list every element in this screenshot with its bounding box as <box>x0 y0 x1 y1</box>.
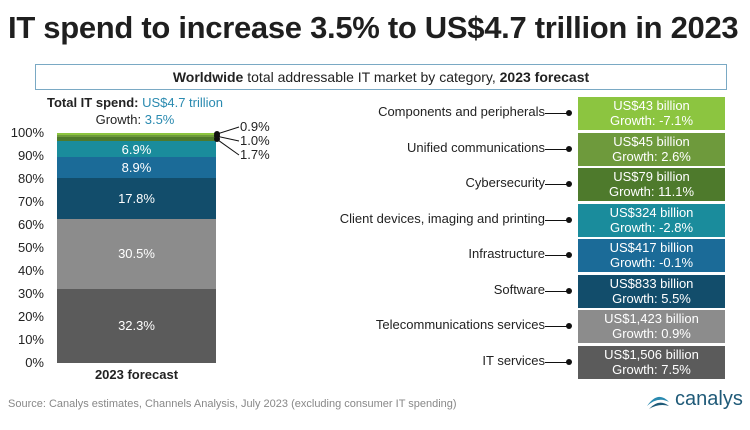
leader-line <box>545 255 569 256</box>
segment-label: 8.9% <box>121 159 152 175</box>
segment-label: 1.0% <box>240 133 270 148</box>
subtitle-bold2: 2023 forecast <box>499 69 590 85</box>
category-spend: US$45 billion <box>613 133 690 149</box>
category-marker <box>566 181 572 187</box>
category-spend: US$1,423 billion <box>604 311 699 326</box>
canalys-logo-icon <box>647 396 669 409</box>
category-marker <box>566 358 572 365</box>
logo-text: canalys <box>675 388 743 410</box>
total-label: Total IT spend: <box>46 95 143 110</box>
segment-label: 1.7% <box>240 147 270 162</box>
total-value: US$4.7 trillion <box>142 95 224 110</box>
category-marker <box>566 323 572 329</box>
category-marker <box>566 252 572 258</box>
category-box: US$324 billion Growth: -2.8% <box>578 203 725 237</box>
y-tick-label: 80% <box>17 171 44 186</box>
category-label: Cybersecurity <box>465 175 545 190</box>
leader-line <box>545 326 569 327</box>
leader-line <box>545 361 569 363</box>
growth-value: 3.5% <box>144 112 175 127</box>
category-box: US$45 billion Growth: 2.6% <box>578 132 725 166</box>
leader-line <box>545 290 569 292</box>
total-spend: Total IT spend: US$4.7 trillion <box>0 95 270 110</box>
category-label: Telecommunications services <box>375 317 545 332</box>
y-tick-label: 100% <box>10 125 44 140</box>
segment-label: 17.8% <box>118 190 155 206</box>
leader-line <box>545 184 569 185</box>
y-tick-label: 90% <box>17 148 44 163</box>
y-tick-label: 70% <box>17 194 44 209</box>
segment-marker <box>214 136 220 143</box>
category-spend: US$417 billion <box>609 240 694 255</box>
subtitle-mid: total addressable IT market by category, <box>243 69 500 85</box>
category-label: IT services <box>482 352 545 368</box>
category-label: Components and peripherals <box>378 104 545 119</box>
bar-segment <box>57 133 216 136</box>
category-spend: US$1,506 billion <box>604 346 699 362</box>
category-box: US$43 billion Growth: -7.1% <box>578 97 725 130</box>
category-growth: Growth: 0.9% <box>612 326 691 341</box>
y-tick-label: 0% <box>25 355 44 370</box>
growth-label: Growth: <box>95 112 145 127</box>
chart-subtitle: Worldwide total addressable IT market by… <box>35 64 727 90</box>
bar-segment: 8.9% <box>57 157 216 178</box>
leader-line <box>217 138 240 156</box>
category-box: US$833 billion Growth: 5.5% <box>578 274 725 308</box>
category-label: Unified communications <box>406 139 545 155</box>
y-tick-label: 60% <box>17 217 44 232</box>
page-title: IT spend to increase 3.5% to US$4.7 tril… <box>8 10 739 45</box>
leader-line <box>545 148 569 150</box>
category-label: Software <box>493 281 545 297</box>
category-box: US$1,506 billion Growth: 7.5% <box>578 345 725 379</box>
leader-line <box>545 113 569 114</box>
x-tick-label: 2023 forecast <box>94 367 179 382</box>
segment-label: 0.9% <box>240 119 270 134</box>
bar-segment: 6.9% <box>57 141 216 158</box>
y-tick-label: 40% <box>17 263 44 278</box>
bar-segment: 17.8% <box>57 177 216 219</box>
bar-segment: 32.3% <box>57 288 216 363</box>
category-growth: Growth: -7.1% <box>609 113 694 128</box>
category-spend: US$324 billion <box>609 204 694 220</box>
segment-label: 30.5% <box>118 246 155 262</box>
category-growth: Growth: 11.1% <box>608 184 695 199</box>
y-tick-label: 20% <box>17 309 44 324</box>
category-spend: US$833 billion <box>609 275 694 291</box>
category-marker <box>566 110 572 116</box>
segment-label: 32.3% <box>118 318 155 334</box>
category-box: US$417 billion Growth: -0.1% <box>578 239 725 272</box>
bar-segment: 30.5% <box>57 218 216 289</box>
category-marker <box>566 287 572 294</box>
category-box: US$79 billion Growth: 11.1% <box>578 168 725 201</box>
total-growth: Growth: 3.5% <box>0 112 270 127</box>
category-marker <box>566 145 572 152</box>
leader-line <box>217 135 240 142</box>
leader-line <box>545 219 569 221</box>
category-spend: US$79 billion <box>613 169 690 184</box>
category-label: Client devices, imaging and printing <box>339 210 545 226</box>
category-growth: Growth: 5.5% <box>612 290 691 306</box>
segment-label: 6.9% <box>121 141 152 157</box>
y-tick-label: 10% <box>17 332 44 347</box>
category-growth: Growth: -0.1% <box>609 255 694 270</box>
bar-segment <box>57 135 216 138</box>
category-spend: US$43 billion <box>613 98 690 113</box>
category-label: Infrastructure <box>468 246 545 261</box>
category-growth: Growth: -2.8% <box>609 219 694 235</box>
category-box: US$1,423 billion Growth: 0.9% <box>578 310 725 343</box>
bar-segment <box>57 137 216 142</box>
category-growth: Growth: 7.5% <box>612 361 691 377</box>
y-tick-label: 50% <box>17 240 44 255</box>
source-note: Source: Canalys estimates, Channels Anal… <box>8 398 457 410</box>
subtitle-bold1: Worldwide <box>172 69 244 85</box>
category-growth: Growth: 2.6% <box>612 148 691 164</box>
y-tick-label: 30% <box>17 286 44 301</box>
leader-line <box>217 126 240 135</box>
canalys-logo: canalys <box>645 388 743 411</box>
category-marker <box>566 216 572 223</box>
